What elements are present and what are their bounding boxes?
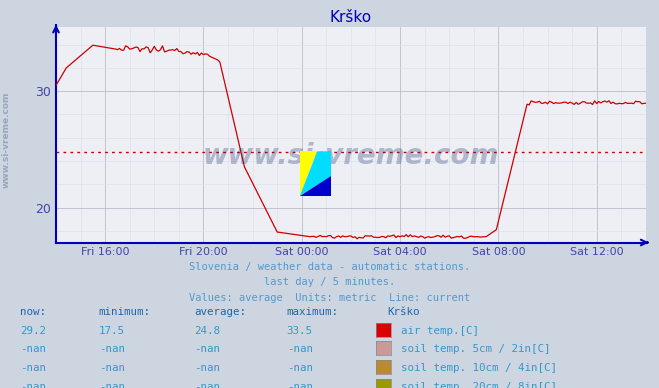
Text: -nan: -nan xyxy=(194,363,220,373)
Polygon shape xyxy=(300,176,331,196)
Text: 33.5: 33.5 xyxy=(287,326,312,336)
Text: -nan: -nan xyxy=(194,344,220,354)
Polygon shape xyxy=(300,151,317,196)
Text: last day / 5 minutes.: last day / 5 minutes. xyxy=(264,277,395,287)
Text: www.si-vreme.com: www.si-vreme.com xyxy=(2,92,11,188)
Text: www.si-vreme.com: www.si-vreme.com xyxy=(203,142,499,170)
Polygon shape xyxy=(300,151,331,196)
Text: Slovenia / weather data - automatic stations.: Slovenia / weather data - automatic stat… xyxy=(189,262,470,272)
Text: now:: now: xyxy=(20,307,45,317)
Text: air temp.[C]: air temp.[C] xyxy=(401,326,478,336)
Text: minimum:: minimum: xyxy=(99,307,151,317)
Text: -nan: -nan xyxy=(287,344,312,354)
Text: -nan: -nan xyxy=(99,344,125,354)
Text: -nan: -nan xyxy=(287,363,312,373)
Text: soil temp. 5cm / 2in[C]: soil temp. 5cm / 2in[C] xyxy=(401,344,550,354)
Text: -nan: -nan xyxy=(20,344,45,354)
Text: -nan: -nan xyxy=(99,381,125,388)
Text: 17.5: 17.5 xyxy=(99,326,125,336)
Text: Values: average  Units: metric  Line: current: Values: average Units: metric Line: curr… xyxy=(189,293,470,303)
Text: Krško: Krško xyxy=(387,307,420,317)
Text: average:: average: xyxy=(194,307,246,317)
Text: soil temp. 20cm / 8in[C]: soil temp. 20cm / 8in[C] xyxy=(401,381,557,388)
Text: -nan: -nan xyxy=(194,381,220,388)
Text: -nan: -nan xyxy=(20,381,45,388)
Text: maximum:: maximum: xyxy=(287,307,339,317)
Text: soil temp. 10cm / 4in[C]: soil temp. 10cm / 4in[C] xyxy=(401,363,557,373)
Text: 24.8: 24.8 xyxy=(194,326,220,336)
Text: -nan: -nan xyxy=(287,381,312,388)
Text: 29.2: 29.2 xyxy=(20,326,45,336)
Text: -nan: -nan xyxy=(20,363,45,373)
Text: -nan: -nan xyxy=(99,363,125,373)
Title: Krško: Krško xyxy=(330,10,372,24)
